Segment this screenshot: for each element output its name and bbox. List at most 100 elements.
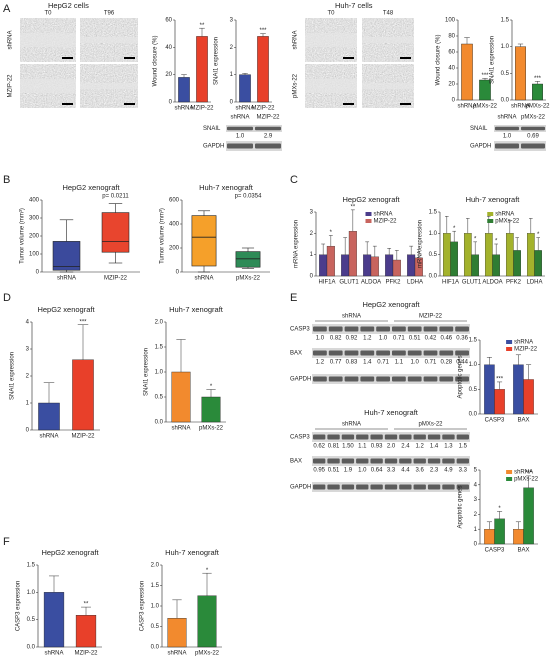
x-tick-label: PFK2: [506, 280, 522, 286]
band-value: 1.0: [411, 360, 420, 366]
band-value: 3.3: [459, 468, 468, 474]
x-tick-label: pMXs-22: [525, 104, 550, 110]
panel-letter: B: [3, 174, 10, 186]
blot-band: [356, 434, 369, 440]
legend-label: pMXs-22: [514, 477, 539, 483]
significance: *: [206, 568, 209, 574]
y-tick-label: 0.5: [151, 624, 160, 630]
blot-row-label: GAPDH: [203, 144, 224, 150]
x-tick-label: PFK2: [385, 280, 401, 286]
y-tick-label: 1.0: [501, 44, 510, 50]
x-tick-label: shRNA: [174, 106, 193, 112]
y-tick-label: 3: [26, 347, 30, 353]
legend-label: shRNA: [514, 470, 533, 476]
blot-row-label: BAX: [290, 351, 302, 357]
blot-band: [313, 350, 327, 356]
y-tick-label: 60: [448, 50, 455, 56]
blot-band: [439, 326, 454, 332]
y-tick-label: 0.5: [469, 387, 478, 393]
y-tick-label: 0: [452, 98, 456, 104]
band-value: 0.44: [456, 360, 468, 366]
legend-swatch: [365, 219, 372, 223]
blot-membrane: [494, 125, 546, 132]
y-tick-label: 2: [474, 512, 478, 518]
blot-band: [442, 434, 455, 440]
wound-gap: [362, 37, 414, 43]
blot-band: [255, 143, 281, 149]
y-tick-label: 1: [26, 401, 30, 407]
legend-swatch: [506, 340, 513, 344]
legend-label: MZIP-22: [514, 347, 538, 353]
y-tick-label: 20: [165, 72, 172, 78]
significance: ***: [259, 28, 267, 34]
blot-band: [456, 434, 469, 440]
x-tick-label: LDHA: [407, 280, 423, 286]
blot-band: [328, 350, 343, 356]
wound-gap: [80, 37, 138, 43]
micrograph-title: Huh-7 cells: [335, 1, 373, 10]
blot-band: [328, 326, 343, 332]
blot-band: [407, 376, 422, 382]
blot-band: [455, 350, 469, 356]
significance: *: [474, 236, 477, 242]
blot-band: [407, 326, 422, 332]
row-label: shRNA: [8, 30, 14, 49]
y-tick-label: 600: [169, 198, 180, 204]
blot-band: [313, 376, 327, 382]
band-value: 1.2: [416, 444, 425, 450]
x-tick-label: CASP3: [485, 418, 505, 424]
blot-band: [439, 376, 454, 382]
bar: [167, 618, 187, 648]
panel-letter: E: [290, 292, 297, 304]
band-value: 0.82: [330, 336, 342, 342]
blot-band: [227, 143, 253, 149]
x-tick-label: shRNA: [167, 651, 186, 657]
significance: *: [498, 506, 501, 512]
blot-band: [227, 126, 253, 131]
bar: [492, 254, 500, 277]
blot-group-label: shRNA: [342, 422, 361, 428]
x-tick-label: shRNA: [511, 104, 530, 110]
blot-band: [255, 126, 281, 131]
y-axis-label: Apoptotic genes: [458, 485, 464, 528]
blot-band: [327, 434, 340, 440]
box: [52, 241, 81, 271]
legend-label: pMXs-22: [495, 219, 520, 225]
x-tick-label: shRNA: [194, 276, 213, 282]
band-value: 3.3: [387, 468, 396, 474]
blot-band: [495, 143, 519, 149]
scale-bar: [400, 57, 411, 59]
blot-band: [399, 458, 412, 464]
blot-membrane: [312, 324, 470, 334]
blot-band: [456, 458, 469, 464]
bar: [38, 402, 60, 431]
bar: [341, 254, 350, 277]
scale-bar: [124, 103, 135, 105]
x-tick-label: BAX: [517, 418, 529, 424]
time-label: T48: [383, 11, 394, 17]
band-value: 1.0: [236, 134, 245, 140]
y-tick-label: 1: [230, 72, 234, 78]
y-tick-label: 20: [448, 82, 455, 88]
band-value: 0.64: [371, 468, 383, 474]
x-tick-label: BAX: [517, 548, 529, 554]
bar: [178, 77, 190, 103]
scale-bar: [343, 57, 354, 59]
bar: [257, 36, 269, 103]
band-value: 0.81: [328, 444, 340, 450]
y-tick-label: 0: [230, 100, 234, 106]
y-tick-label: 4: [474, 482, 478, 488]
y-tick-label: 1.0: [27, 590, 36, 596]
y-tick-label: 1.0: [151, 604, 160, 610]
wound-gap: [305, 33, 357, 47]
blot-membrane: [226, 125, 282, 132]
x-tick-label: pMXs-22: [199, 426, 224, 432]
blot-row-label: GAPDH: [290, 377, 311, 383]
y-tick-label: 3: [230, 18, 234, 24]
y-tick-label: 2.0: [151, 563, 160, 569]
y-axis-label: CASP3 expression: [140, 581, 146, 631]
significance: ***: [79, 319, 87, 325]
bar: [319, 254, 328, 277]
x-tick-label: MZIP-22: [104, 276, 128, 282]
